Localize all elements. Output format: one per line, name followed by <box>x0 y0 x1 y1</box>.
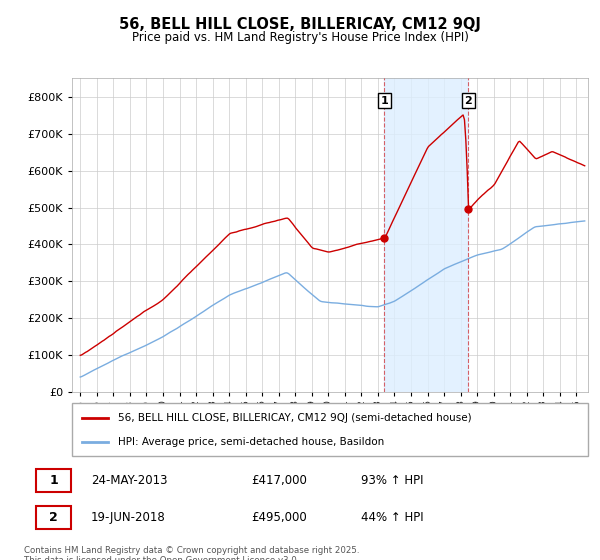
Text: 24-MAY-2013: 24-MAY-2013 <box>91 474 167 487</box>
Text: Contains HM Land Registry data © Crown copyright and database right 2025.
This d: Contains HM Land Registry data © Crown c… <box>24 546 359 560</box>
Bar <box>384 78 468 392</box>
Text: 1: 1 <box>380 96 388 105</box>
Text: Price paid vs. HM Land Registry's House Price Index (HPI): Price paid vs. HM Land Registry's House … <box>131 31 469 44</box>
Text: 56, BELL HILL CLOSE, BILLERICAY, CM12 9QJ: 56, BELL HILL CLOSE, BILLERICAY, CM12 9Q… <box>119 17 481 32</box>
Text: 19-JUN-2018: 19-JUN-2018 <box>91 511 166 524</box>
Text: £417,000: £417,000 <box>251 474 307 487</box>
Text: 2: 2 <box>49 511 58 524</box>
Text: £495,000: £495,000 <box>251 511 307 524</box>
Text: HPI: Average price, semi-detached house, Basildon: HPI: Average price, semi-detached house,… <box>118 437 385 447</box>
FancyBboxPatch shape <box>72 403 588 456</box>
Text: 44% ↑ HPI: 44% ↑ HPI <box>361 511 424 524</box>
Text: 1: 1 <box>49 474 58 487</box>
Text: 93% ↑ HPI: 93% ↑ HPI <box>361 474 424 487</box>
FancyBboxPatch shape <box>35 506 71 529</box>
Text: 2: 2 <box>464 96 472 105</box>
Text: 56, BELL HILL CLOSE, BILLERICAY, CM12 9QJ (semi-detached house): 56, BELL HILL CLOSE, BILLERICAY, CM12 9Q… <box>118 413 472 423</box>
FancyBboxPatch shape <box>35 469 71 492</box>
